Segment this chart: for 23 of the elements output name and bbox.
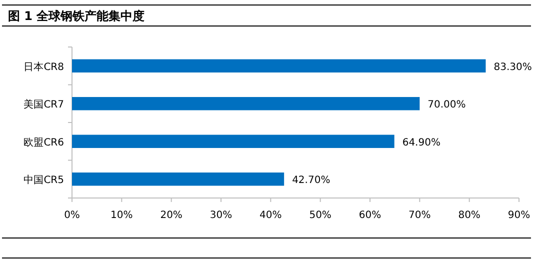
x-tick-label: 50% — [309, 210, 332, 221]
y-tick-label: 欧盟CR6 — [24, 136, 64, 148]
data-label: 70.00% — [428, 100, 466, 111]
x-tick-label: 0% — [64, 210, 80, 221]
x-tick-label: 60% — [358, 210, 382, 221]
y-tick-label: 中国CR5 — [24, 174, 64, 186]
data-label: 64.90% — [402, 137, 440, 148]
x-tick-label: 30% — [210, 210, 232, 221]
x-tick-label: 70% — [408, 210, 431, 221]
x-tick-label: 40% — [260, 210, 282, 221]
y-tick-label: 美国CR7 — [24, 98, 64, 111]
data-label: 42.70% — [292, 175, 330, 186]
x-tick-label: 20% — [160, 210, 182, 221]
bar — [72, 172, 284, 186]
chart-title: 图 1 全球钢铁产能集中度 — [8, 9, 145, 23]
data-label: 83.30% — [494, 62, 532, 73]
x-tick-label: 10% — [110, 210, 133, 221]
x-tick-label: 90% — [508, 210, 530, 221]
bar — [72, 59, 486, 72]
bar — [72, 97, 420, 110]
y-tick-label: 日本CR8 — [24, 60, 64, 73]
bar — [72, 134, 394, 148]
x-tick-label: 80% — [458, 210, 480, 221]
